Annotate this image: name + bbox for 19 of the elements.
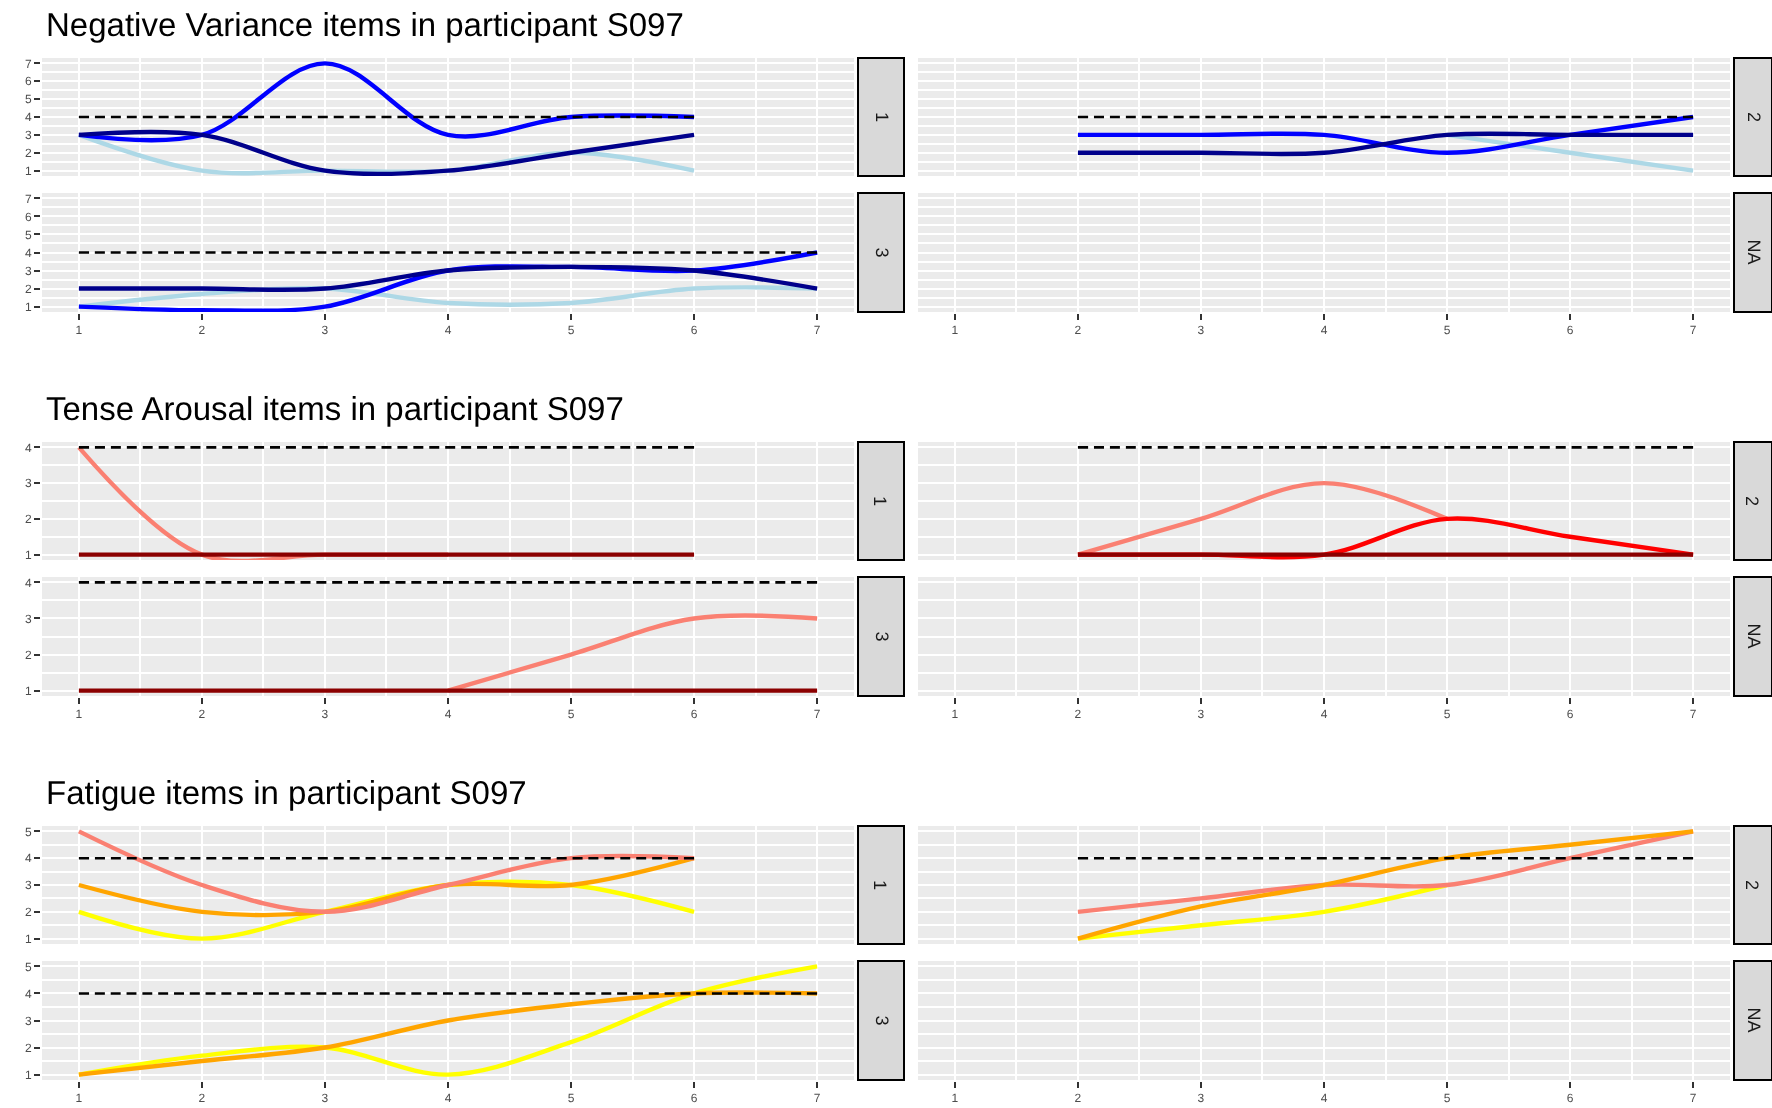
text: 1 [872, 112, 892, 123]
text: NA [1743, 1007, 1764, 1033]
text: 2 [1742, 496, 1762, 507]
text: 3 [871, 1015, 892, 1026]
text: 3 [871, 247, 892, 258]
chart-title: Negative Variance items in participant S097 [46, 8, 684, 44]
text: 1 [870, 880, 890, 891]
text: 3 [871, 631, 892, 642]
line-series [76, 990, 820, 1077]
text: 2 [1742, 880, 1762, 891]
chart-title: Tense Arousal items in participant S097 [46, 392, 624, 428]
line-series [76, 285, 820, 309]
line-series [76, 829, 697, 915]
text: NA [1743, 623, 1764, 649]
line-series [76, 250, 820, 312]
text: 1 [870, 496, 890, 507]
text: NA [1743, 239, 1764, 265]
text: 2 [1744, 112, 1764, 123]
chart-title: Fatigue items in participant S097 [46, 776, 527, 812]
